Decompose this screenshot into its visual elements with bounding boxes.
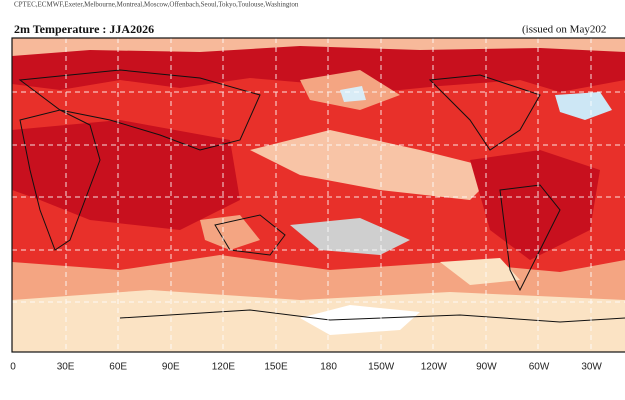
americas-warm [470,150,600,260]
map-frame [11,37,625,353]
lon-axis: 0 30E 60E 90E 120E 150E 180 150W 120W 90W 60W 30W [10,362,602,373]
lon-label: 90E [162,362,180,373]
indian-patch [200,215,260,250]
lon-label: 150E [264,362,288,373]
graticule [12,38,625,352]
lon-label: 150W [368,362,395,373]
lon-label: 30W [581,362,602,373]
africa-asia-warm [12,120,240,230]
lon-label: 180 [320,362,337,373]
tropical-pacific [250,130,500,200]
lon-label: 120E [212,362,236,373]
map [11,37,625,353]
neutral-patch [290,218,410,255]
lon-label: 60E [109,362,127,373]
cool-patch [340,86,366,102]
northern-warm [12,46,625,92]
pacific-cool [440,258,520,285]
lon-label: 120W [421,362,448,373]
cool-patch [300,305,420,335]
title: 2m Temperature : JJA2026 [14,22,154,36]
lon-label: 90W [476,362,497,373]
issued: (issued on May202 [522,24,606,36]
cool-patch [555,92,612,120]
lon-label: 60W [529,362,550,373]
sources: CPTEC,ECMWF,Exeter,Melbourne,Montreal,Mo… [14,1,299,9]
lon-label: 0 [10,362,16,373]
lon-label: 30E [57,362,75,373]
